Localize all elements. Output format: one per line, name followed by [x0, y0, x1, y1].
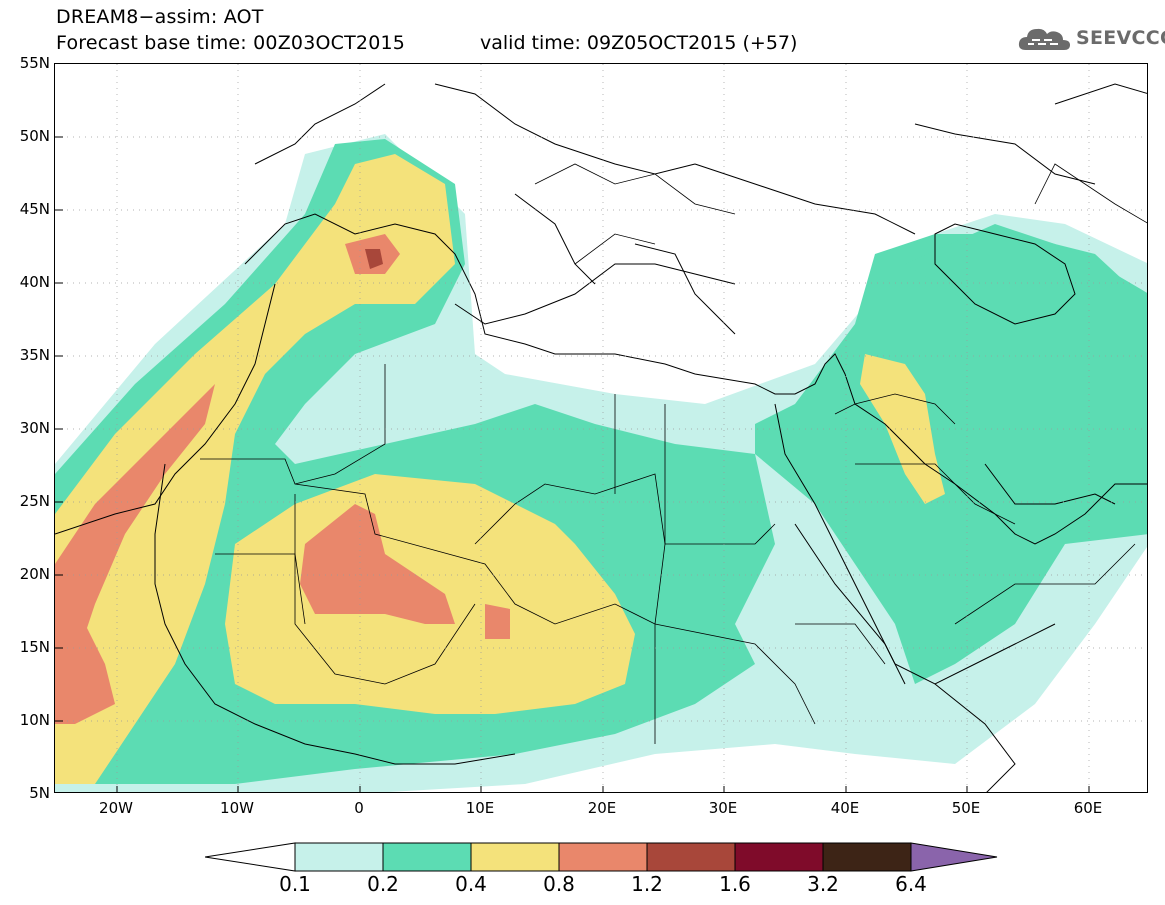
lat-label: 20N — [19, 565, 50, 583]
colorbar-label: 6.4 — [895, 872, 927, 896]
colorbar-label: 1.2 — [631, 872, 663, 896]
aot-map — [54, 63, 1148, 793]
forecast-base-time: Forecast base time: 00Z03OCT2015 — [56, 32, 406, 54]
logo-text: SEEVCCC — [1076, 27, 1165, 49]
map-svg — [55, 64, 1147, 792]
colorbar-label: 0.1 — [279, 872, 311, 896]
coastlines — [55, 83, 1147, 792]
cloud-icon — [1018, 28, 1070, 50]
lon-label: 50E — [951, 799, 981, 817]
lat-label: 50N — [19, 127, 50, 145]
lon-label: 30E — [708, 799, 738, 817]
colorbar-label: 0.2 — [367, 872, 399, 896]
political-borders — [200, 163, 1147, 744]
colorbar-swatch — [382, 842, 472, 872]
lat-label: 25N — [19, 492, 50, 510]
lat-label: 40N — [19, 273, 50, 291]
lat-label: 45N — [19, 200, 50, 218]
lon-label: 20E — [587, 799, 617, 817]
lon-label: 10W — [220, 799, 254, 817]
aot-band-0.4 — [55, 154, 455, 784]
colorbar-swatch — [646, 842, 736, 872]
aot-fields — [55, 134, 1147, 792]
lon-label: 60E — [1073, 799, 1103, 817]
lat-label: 55N — [19, 54, 50, 72]
colorbar-arrow-low — [205, 842, 296, 872]
map-title: DREAM8−assim: AOT — [56, 6, 264, 28]
valid-time: valid time: 09Z05OCT2015 (+57) — [480, 32, 798, 54]
colorbar — [205, 842, 998, 872]
lat-label: 15N — [19, 638, 50, 656]
colorbar-swatch — [734, 842, 824, 872]
colorbar-swatch — [294, 842, 384, 872]
lon-label: 0 — [354, 799, 364, 817]
lon-label: 20W — [99, 799, 133, 817]
colorbar-label: 3.2 — [807, 872, 839, 896]
colorbar-arrow-high — [910, 842, 998, 872]
colorbar-label: 1.6 — [719, 872, 751, 896]
colorbar-label: 0.4 — [455, 872, 487, 896]
lat-label: 10N — [19, 711, 50, 729]
colorbar-swatch — [470, 842, 560, 872]
lat-label: 35N — [19, 346, 50, 364]
lat-label: 30N — [19, 419, 50, 437]
colorbar-label: 0.8 — [543, 872, 575, 896]
lon-label: 40E — [830, 799, 860, 817]
axis-ticks — [55, 136, 1090, 792]
grid-lines — [55, 64, 1147, 792]
colorbar-swatch — [822, 842, 912, 872]
seevccc-logo: SEEVCCC — [1018, 24, 1165, 54]
colorbar-swatch — [558, 842, 648, 872]
lon-label: 10E — [465, 799, 495, 817]
lat-label: 5N — [29, 784, 50, 802]
